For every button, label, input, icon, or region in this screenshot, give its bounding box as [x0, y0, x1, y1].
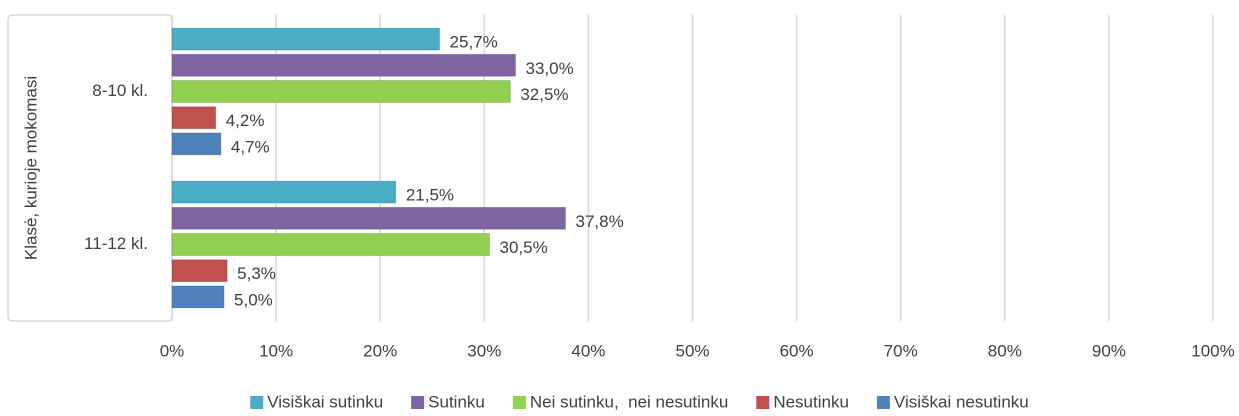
bar	[171, 80, 511, 103]
x-tick-label: 90%	[1092, 341, 1126, 360]
value-label: 4,7%	[231, 137, 270, 156]
value-label: 33,0%	[526, 59, 574, 78]
x-tick-label: 40%	[571, 341, 605, 360]
legend-label: Nei sutinku, nei nesutinku	[530, 392, 728, 411]
value-label: 37,8%	[575, 212, 623, 231]
x-tick-label: 30%	[467, 341, 501, 360]
bar	[171, 206, 566, 230]
bar	[171, 106, 217, 130]
value-label: 4,2%	[226, 111, 265, 130]
value-label: 25,7%	[450, 33, 498, 52]
x-tick-label: 50%	[675, 341, 709, 360]
legend-label: Nesutinku	[773, 392, 849, 411]
legend-label: Sutinku	[428, 392, 485, 411]
bar	[171, 27, 441, 51]
x-tick-label: 0%	[160, 341, 185, 360]
legend-label: Visiškai nesutinku	[894, 392, 1029, 411]
legend-swatch	[411, 396, 425, 409]
value-label: 30,5%	[500, 238, 548, 257]
legend-label: Visiškai sutinku	[267, 392, 383, 411]
legend-swatch	[756, 396, 770, 409]
value-label: 21,5%	[406, 186, 454, 205]
x-tick-label: 20%	[363, 341, 397, 360]
value-label: 5,3%	[237, 264, 276, 283]
value-label: 32,5%	[520, 85, 568, 104]
bar	[171, 53, 517, 77]
bar	[171, 132, 222, 156]
y-axis-title: Klasė, kurioje mokomasi	[21, 76, 40, 260]
bar	[171, 259, 228, 283]
bar	[171, 233, 491, 256]
bar	[171, 180, 397, 204]
value-label: 5,0%	[234, 290, 273, 309]
bar	[171, 285, 225, 309]
y-tick-label: 8-10 kl.	[92, 81, 148, 100]
x-tick-label: 80%	[988, 341, 1022, 360]
x-tick-label: 100%	[1191, 341, 1234, 360]
legend-swatch	[512, 396, 526, 409]
x-tick-label: 60%	[780, 341, 814, 360]
x-tick-label: 70%	[884, 341, 918, 360]
legend-swatch	[250, 396, 264, 409]
x-tick-label: 10%	[259, 341, 293, 360]
y-tick-label: 11-12 kl.	[84, 234, 148, 253]
legend-swatch	[876, 396, 890, 409]
